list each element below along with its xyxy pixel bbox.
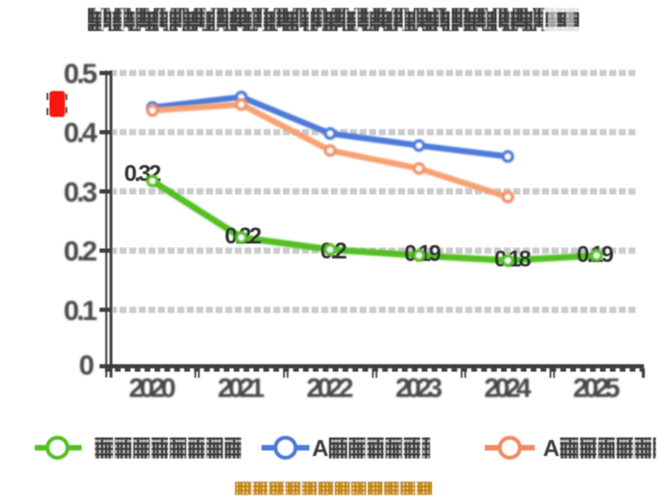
svg-text:2023: 2023 — [395, 373, 442, 403]
svg-text:2020: 2020 — [129, 373, 175, 403]
svg-text:2021: 2021 — [218, 373, 265, 403]
svg-text:0.1: 0.1 — [64, 295, 97, 326]
svg-text:0: 0 — [79, 349, 94, 380]
svg-text:0.2: 0.2 — [64, 236, 97, 267]
svg-text:A: A — [543, 435, 560, 461]
svg-text:2025: 2025 — [573, 373, 620, 403]
svg-text:2022: 2022 — [306, 373, 352, 403]
svg-text:0.3: 0.3 — [64, 176, 97, 207]
svg-text:0.5: 0.5 — [64, 58, 97, 89]
svg-text:2024: 2024 — [484, 373, 531, 403]
svg-text:A: A — [312, 435, 329, 461]
svg-text:0.18: 0.18 — [494, 246, 531, 272]
svg-text:0.4: 0.4 — [64, 117, 98, 148]
